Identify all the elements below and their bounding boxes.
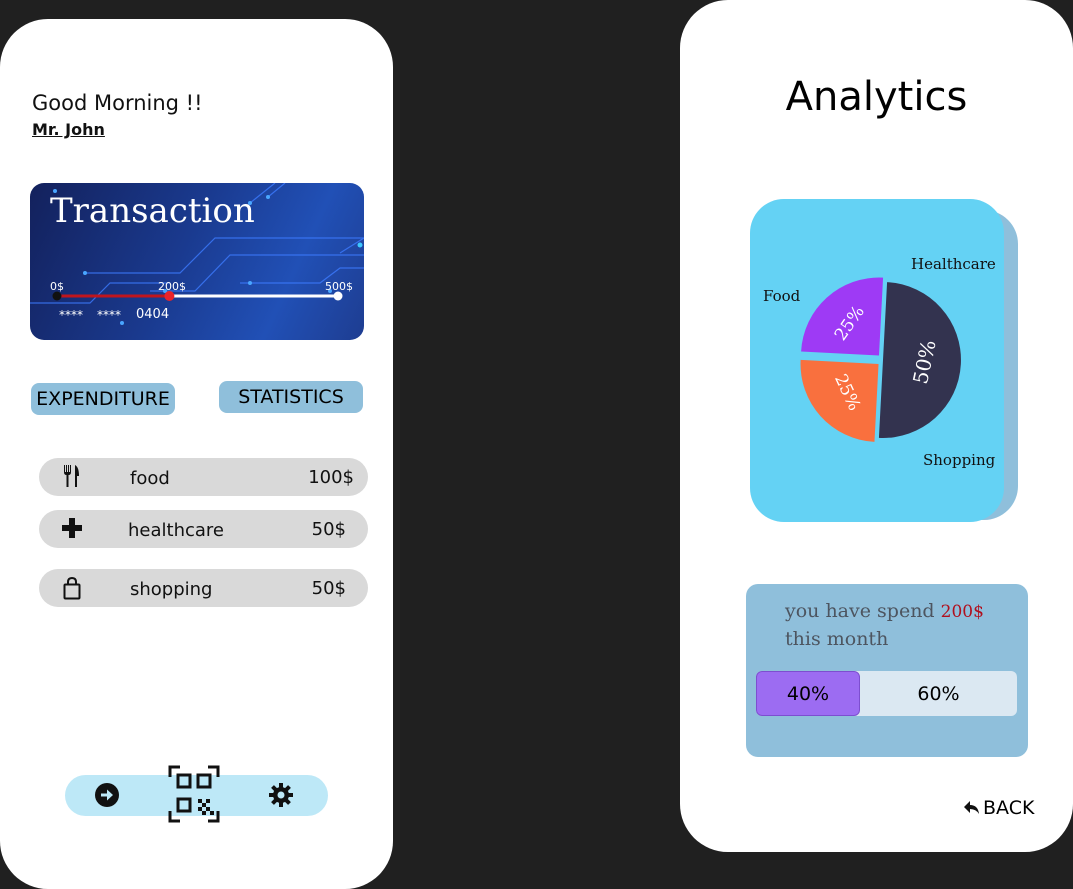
- spend-suffix: this month: [785, 628, 889, 650]
- bottom-nav: [65, 765, 328, 823]
- logout-icon[interactable]: [94, 782, 120, 808]
- spending-slider[interactable]: [30, 183, 364, 340]
- back-label: BACK: [983, 797, 1035, 819]
- expense-label: shopping: [130, 579, 213, 600]
- gear-icon[interactable]: [268, 782, 294, 808]
- qr-code-icon[interactable]: [168, 765, 220, 823]
- plus-cross-icon: [62, 518, 82, 538]
- slider-end-knob: [333, 291, 343, 301]
- expense-amount: 50$: [311, 578, 346, 599]
- expense-label: healthcare: [128, 520, 224, 541]
- expense-amount: 100$: [308, 467, 354, 488]
- page-title: Analytics: [785, 74, 968, 120]
- expenditure-tab[interactable]: EXPENDITURE: [31, 383, 175, 415]
- fork-knife-icon: [64, 465, 79, 487]
- progress-right-label: 60%: [917, 683, 960, 705]
- monthly-spend-summary: you have spend 200$ this month 40% 60%: [746, 584, 1028, 757]
- card-title: Transaction: [50, 191, 255, 231]
- expense-row-shopping[interactable]: shopping 50$: [39, 569, 368, 607]
- expense-row-food[interactable]: food 100$: [39, 458, 368, 496]
- spend-progress-bar: 40% 60%: [756, 671, 1017, 716]
- pie-slice-healthcare: [800, 359, 879, 442]
- spend-prefix: you have spend: [785, 600, 935, 622]
- pie-chart: 50%25%25%: [800, 277, 961, 442]
- transaction-card[interactable]: Transaction 0$ 200$ 500$ **** **** 0404: [30, 183, 364, 340]
- pie-slice-shopping: [801, 277, 884, 356]
- pie-chart-card: 50% 25% 25% Food Healthcare Shopping: [750, 199, 1004, 522]
- spend-amount: 200$: [940, 602, 984, 622]
- progress-left-label: 40%: [786, 683, 830, 705]
- expense-label: food: [130, 468, 170, 489]
- scale-label-mid: 200$: [158, 280, 186, 293]
- reply-arrow-icon: [964, 801, 979, 814]
- card-last-digits: 0404: [136, 307, 170, 322]
- legend-label-healthcare: Healthcare: [911, 255, 996, 273]
- spend-progress-fill: [756, 671, 860, 716]
- pie-slice-food: [878, 282, 961, 438]
- scale-label-min: 0$: [50, 280, 64, 293]
- card-masked-group-1: ****: [59, 308, 83, 322]
- statistics-tab[interactable]: STATISTICS: [219, 381, 363, 413]
- circuit-pattern: [30, 183, 364, 325]
- legend-label-food: Food: [763, 287, 801, 305]
- slider-start-knob: [52, 291, 62, 301]
- back-button[interactable]: BACK: [963, 797, 1034, 819]
- username-link[interactable]: Mr. John: [32, 120, 105, 139]
- analytics-screen: Analytics 50% 25% 25% Food Healthcare Shop…: [680, 0, 1073, 852]
- expense-row-healthcare[interactable]: healthcare 50$: [39, 510, 368, 548]
- expense-amount: 50$: [311, 519, 346, 540]
- home-screen: Good Morning !! Mr. John Transaction 0$: [0, 19, 393, 889]
- slider-knob: [164, 291, 175, 301]
- greeting-text: Good Morning !!: [32, 91, 203, 115]
- scale-label-max: 500$: [325, 280, 353, 293]
- card-masked-group-2: ****: [97, 308, 121, 322]
- shopping-bag-icon: [63, 577, 81, 600]
- legend-label-shopping: Shopping: [923, 451, 996, 469]
- spend-text: you have spend 200$ this month: [785, 598, 1015, 653]
